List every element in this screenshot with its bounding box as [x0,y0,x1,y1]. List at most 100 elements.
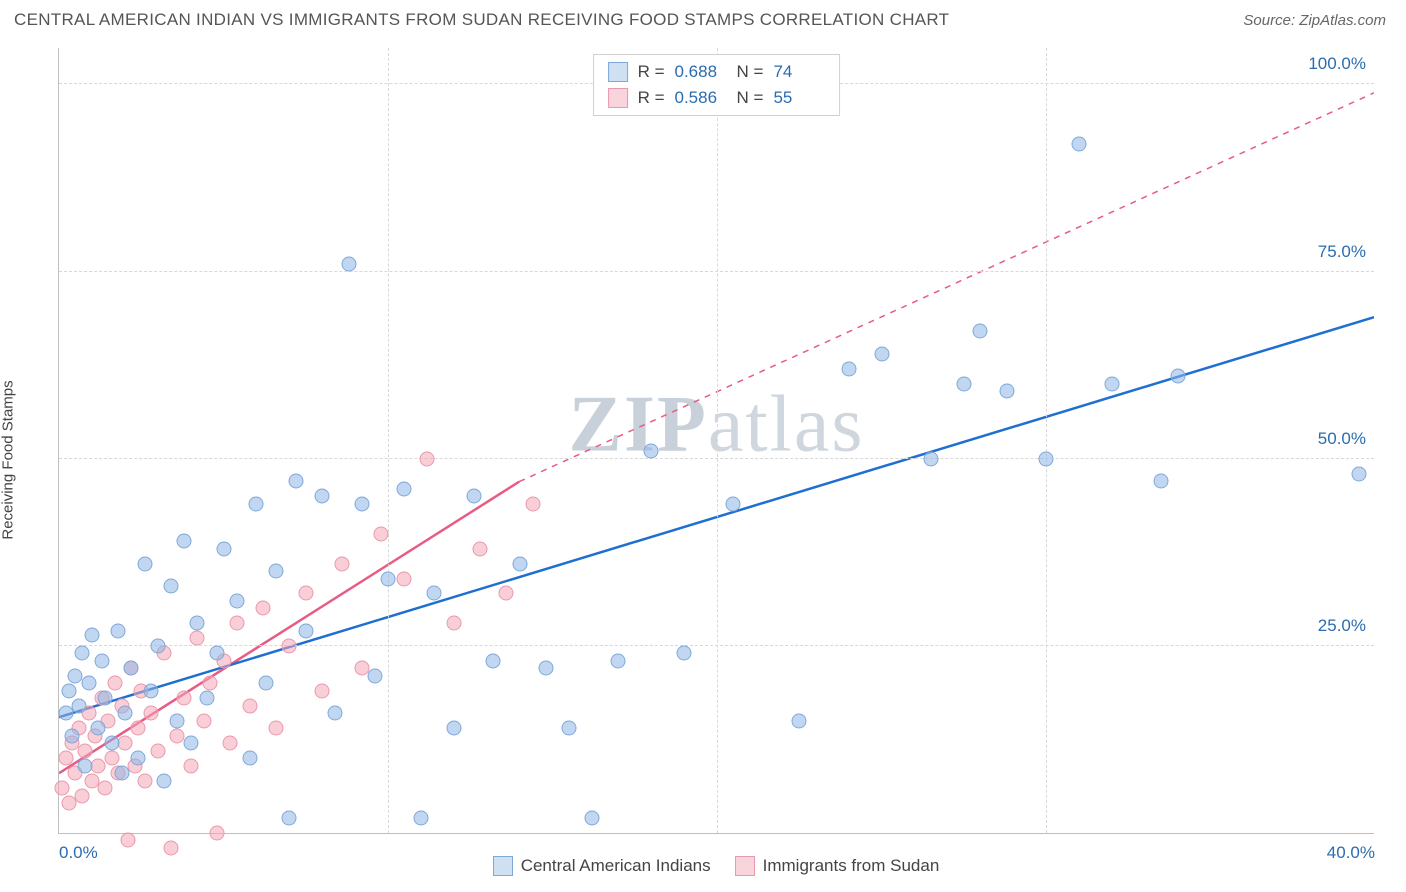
data-point [413,811,428,826]
data-point [354,496,369,511]
data-point [61,683,76,698]
data-point [216,541,231,556]
data-point [177,534,192,549]
data-point [170,713,185,728]
y-axis-label: Receiving Food Stamps [0,380,17,539]
data-point [196,713,211,728]
data-point [84,627,99,642]
data-point [209,826,224,841]
data-point [229,593,244,608]
y-tick-label: 50.0% [1318,429,1366,449]
data-point [259,676,274,691]
data-point [144,683,159,698]
data-point [397,571,412,586]
legend-row-series2: R = 0.586 N = 55 [608,85,826,111]
data-point [466,489,481,504]
chart-header: CENTRAL AMERICAN INDIAN VS IMMIGRANTS FR… [0,0,1406,36]
r-label: R = [638,59,665,85]
r-value-1: 0.688 [675,59,727,85]
data-point [75,788,90,803]
data-point [1104,376,1119,391]
correlation-legend: R = 0.688 N = 74 R = 0.586 N = 55 [593,54,841,116]
data-point [183,758,198,773]
data-point [282,638,297,653]
data-point [183,736,198,751]
data-point [499,586,514,601]
data-point [1154,474,1169,489]
trend-line [519,93,1374,482]
data-point [512,556,527,571]
data-point [611,653,626,668]
legend-label-series1: Central American Indians [521,856,711,876]
data-point [315,683,330,698]
data-point [473,541,488,556]
data-point [157,773,172,788]
data-point [397,481,412,496]
data-point [923,451,938,466]
data-point [956,376,971,391]
legend-swatch-blue [493,856,513,876]
data-point [107,676,122,691]
plot-region: ZIPatlas R = 0.688 N = 74 R = 0.586 N = … [58,48,1374,834]
data-point [209,646,224,661]
data-point [121,833,136,848]
data-point [163,840,178,855]
watermark-zip: ZIP [569,380,708,468]
data-point [427,586,442,601]
data-point [242,751,257,766]
data-point [726,496,741,511]
data-point [282,811,297,826]
data-point [130,751,145,766]
data-point [298,586,313,601]
data-point [288,474,303,489]
legend-swatch-pink [608,88,628,108]
data-point [269,721,284,736]
data-point [486,653,501,668]
data-point [78,743,93,758]
n-label: N = [737,59,764,85]
data-point [446,616,461,631]
data-point [91,721,106,736]
data-point [874,346,889,361]
data-point [71,698,86,713]
legend-row-series1: R = 0.688 N = 74 [608,59,826,85]
data-point [150,638,165,653]
data-point [374,526,389,541]
gridline-v [717,48,718,833]
legend-item-series1: Central American Indians [493,856,711,876]
data-point [249,496,264,511]
data-point [117,736,132,751]
data-point [446,721,461,736]
data-point [200,691,215,706]
n-value-2: 55 [773,85,825,111]
watermark-rest: atlas [708,380,865,468]
data-point [223,736,238,751]
data-point [1170,369,1185,384]
data-point [298,623,313,638]
data-point [1039,451,1054,466]
data-point [229,616,244,631]
legend-swatch-blue [608,62,628,82]
data-point [137,773,152,788]
data-point [561,721,576,736]
data-point [114,766,129,781]
data-point [341,257,356,272]
data-point [841,361,856,376]
data-point [190,631,205,646]
data-point [381,571,396,586]
r-label: R = [638,85,665,111]
data-point [124,661,139,676]
data-point [150,743,165,758]
data-point [644,444,659,459]
data-point [792,713,807,728]
data-point [677,646,692,661]
data-point [65,728,80,743]
legend-label-series2: Immigrants from Sudan [763,856,940,876]
n-value-1: 74 [773,59,825,85]
data-point [137,556,152,571]
data-point [973,324,988,339]
data-point [163,578,178,593]
data-point [420,451,435,466]
data-point [58,751,73,766]
data-point [525,496,540,511]
